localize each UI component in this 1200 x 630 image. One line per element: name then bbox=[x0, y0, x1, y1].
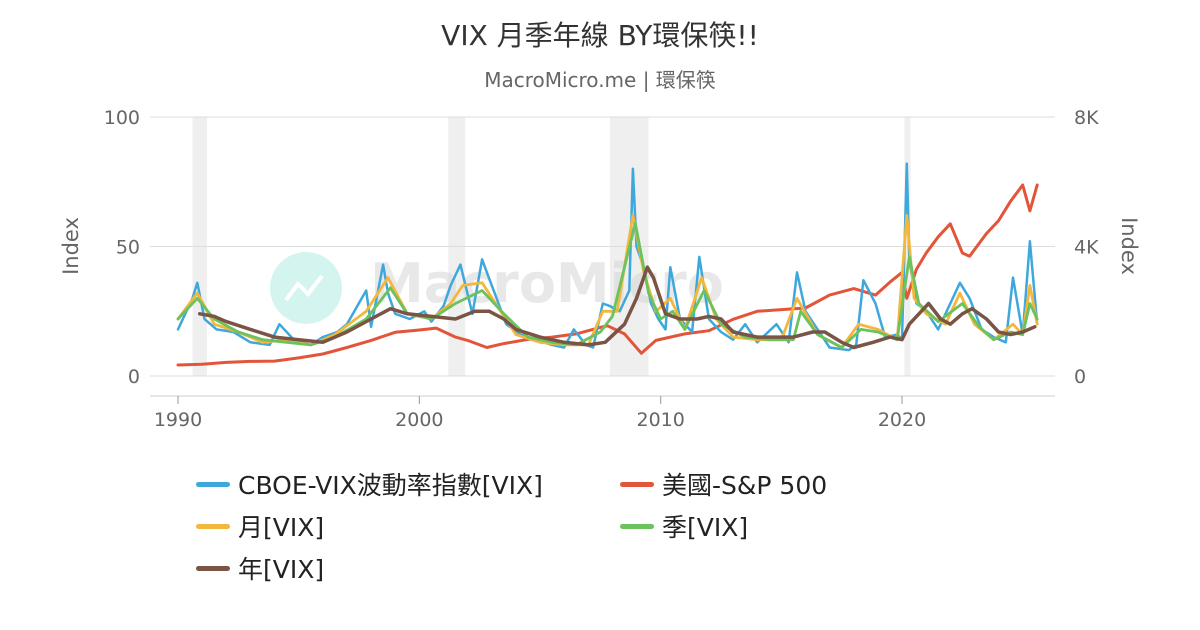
legend-swatch-monthly bbox=[196, 523, 230, 529]
legend-swatch-yearly bbox=[196, 565, 230, 571]
legend-label-vix: CBOE-VIX波動率指數[VIX] bbox=[238, 471, 543, 500]
legend-label-monthly: 月[VIX] bbox=[238, 513, 325, 542]
y-right-tick-0: 0 bbox=[1074, 366, 1086, 388]
legend-swatch-vix bbox=[196, 481, 230, 487]
legend-item-yearly[interactable]: 年[VIX] bbox=[196, 550, 324, 586]
legend-item-quarterly[interactable]: 季[VIX] bbox=[620, 508, 748, 544]
legend-swatch-quarterly bbox=[620, 523, 654, 529]
axes: 0 50 100 0 4K 8K Index Index 1990 2000 2010 2020 bbox=[59, 107, 1141, 431]
legend-label-quarterly: 季[VIX] bbox=[662, 513, 749, 542]
legend-label-yearly: 年[VIX] bbox=[238, 555, 325, 584]
y-left-tick-0: 0 bbox=[128, 366, 140, 388]
x-tick-3: 2020 bbox=[878, 409, 926, 431]
x-tick-0: 1990 bbox=[154, 409, 202, 431]
legend-item-vix[interactable]: CBOE-VIX波動率指數[VIX] bbox=[196, 466, 543, 502]
chart-subtitle: MacroMicro.me | 環保筷 bbox=[484, 68, 716, 92]
y-right-tick-1: 4K bbox=[1074, 237, 1099, 259]
y-left-tick-2: 100 bbox=[104, 107, 140, 129]
y-right-axis-title: Index bbox=[1117, 217, 1141, 275]
y-left-tick-1: 50 bbox=[116, 237, 140, 259]
series-line-sp500[interactable] bbox=[176, 183, 1039, 367]
legend-item-sp500[interactable]: 美國-S&P 500 bbox=[620, 466, 827, 502]
x-tick-1: 2000 bbox=[395, 409, 443, 431]
legend-item-monthly[interactable]: 月[VIX] bbox=[196, 508, 324, 544]
series-line-vix[interactable] bbox=[176, 162, 1039, 352]
chart-title: VIX 月季年線 BY環保筷!! bbox=[441, 19, 759, 52]
y-left-axis-title: Index bbox=[59, 217, 83, 275]
y-right-tick-2: 8K bbox=[1074, 107, 1099, 129]
legend-label-sp500: 美國-S&P 500 bbox=[662, 471, 828, 500]
watermark-logo bbox=[270, 252, 342, 324]
series-line-yearly[interactable] bbox=[197, 265, 1037, 350]
legend-swatch-sp500 bbox=[620, 481, 654, 487]
x-tick-2: 2010 bbox=[637, 409, 685, 431]
series-lines bbox=[176, 162, 1039, 367]
watermark-text: MacroMicro bbox=[370, 252, 724, 315]
